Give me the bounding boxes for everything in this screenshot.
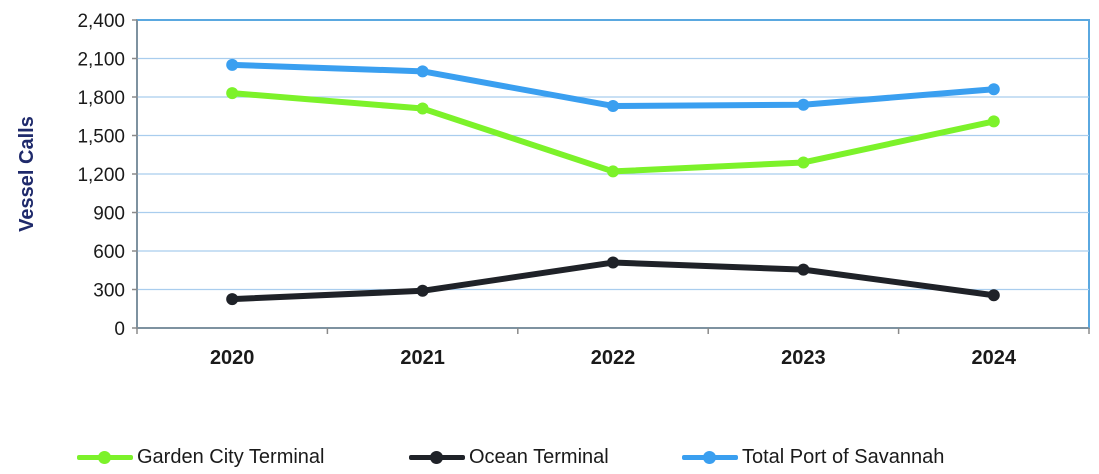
y-tick-label: 2,100 — [77, 50, 125, 71]
data-point-total-port-of-savannah — [607, 99, 619, 112]
data-point-garden-city-terminal — [226, 87, 239, 100]
legend-item-ocean-terminal: Ocean Terminal — [407, 443, 609, 471]
y-axis-label: Vessel Calls — [16, 116, 38, 232]
data-point-total-port-of-savannah — [987, 83, 1000, 96]
data-point-total-port-of-savannah — [416, 65, 429, 78]
legend-label: Garden City Terminal — [137, 445, 325, 468]
legend-label: Ocean Terminal — [469, 445, 609, 468]
legend-swatch-total-port-of-savannah — [680, 443, 740, 471]
x-tick-label: 2024 — [972, 347, 1017, 369]
series-total-port-of-savannah — [226, 58, 1000, 112]
y-tick-label: 2,400 — [77, 11, 125, 32]
y-tick-label: 300 — [93, 281, 125, 302]
y-tick-label: 1,500 — [77, 127, 125, 148]
x-tick-label: 2021 — [400, 347, 445, 369]
data-point-ocean-terminal — [226, 293, 239, 306]
data-point-total-port-of-savannah — [226, 58, 239, 71]
data-point-garden-city-terminal — [987, 115, 1000, 128]
data-point-ocean-terminal — [797, 263, 810, 276]
x-tick-label: 2023 — [781, 347, 826, 369]
y-tick-label: 900 — [93, 204, 125, 225]
y-tick-label: 600 — [93, 242, 125, 263]
data-point-garden-city-terminal — [607, 165, 619, 178]
x-tick-label: 2020 — [210, 347, 255, 369]
series-ocean-terminal — [226, 256, 1000, 306]
legend-item-garden-city-terminal: Garden City Terminal — [75, 443, 324, 471]
y-axis-tick-labels: 0 300 600 900 1,200 1,500 1,800 2,100 2,400 — [77, 11, 125, 340]
data-point-ocean-terminal — [987, 289, 1000, 302]
data-point-ocean-terminal — [607, 256, 619, 269]
legend-label: Total Port of Savannah — [742, 445, 945, 468]
axes — [132, 19, 1090, 334]
y-tick-label: 1,800 — [77, 88, 125, 109]
y-tick-label: 0 — [114, 319, 125, 340]
legend-swatch-ocean-terminal — [407, 443, 467, 471]
legend-swatch-garden-city-terminal — [75, 443, 135, 471]
legend-item-total-port-of-savannah: Total Port of Savannah — [680, 443, 944, 471]
data-point-ocean-terminal — [416, 284, 429, 297]
x-tick-label: 2022 — [591, 347, 636, 369]
data-point-garden-city-terminal — [416, 102, 429, 115]
x-axis-tick-labels: 2020 2021 2022 2023 2024 — [210, 347, 1017, 369]
y-tick-label: 1,200 — [77, 165, 125, 186]
data-point-total-port-of-savannah — [797, 98, 810, 111]
series-layer — [226, 58, 1000, 306]
legend: Garden City Terminal Ocean Terminal Tota… — [0, 443, 1099, 471]
data-point-garden-city-terminal — [797, 156, 810, 169]
series-garden-city-terminal — [226, 87, 1000, 178]
